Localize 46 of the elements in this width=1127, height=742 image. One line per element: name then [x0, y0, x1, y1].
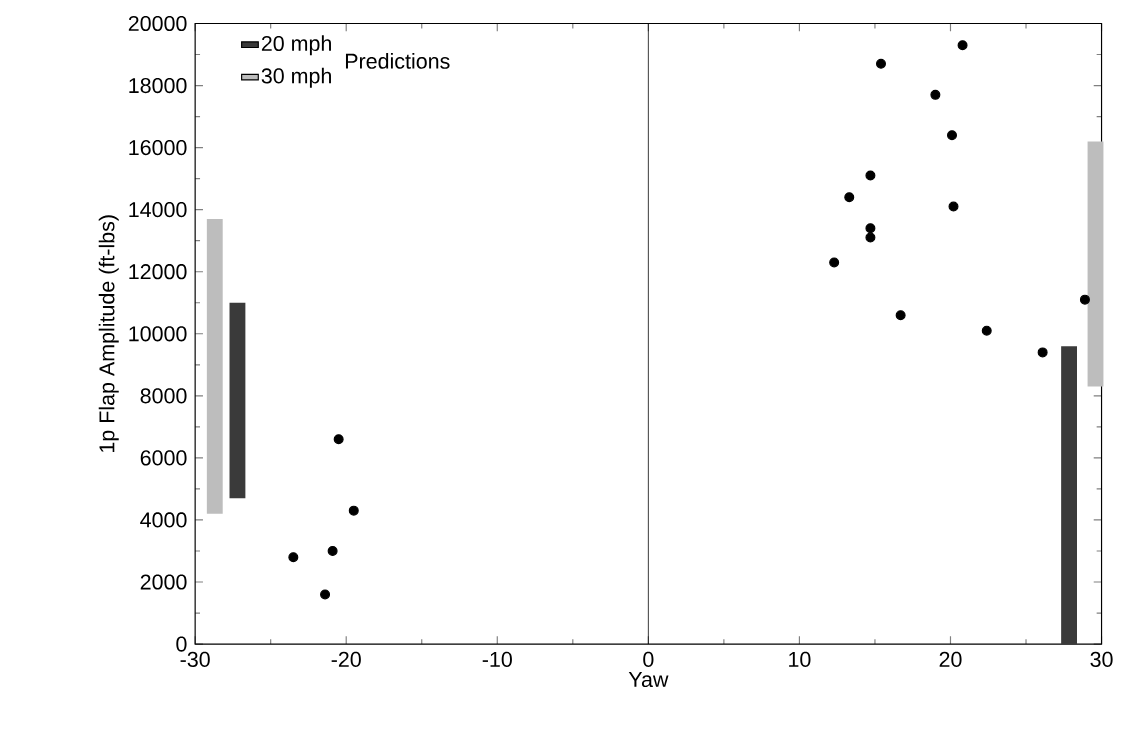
x-tick-label: -20: [331, 651, 361, 668]
x-tick-label: 0: [643, 651, 654, 668]
y-tick-label: 8000: [140, 388, 187, 404]
point: [947, 130, 957, 141]
y-tick-label: 10000: [129, 326, 187, 342]
x-tick-label: 30: [1090, 651, 1113, 668]
y-tick-label: 14000: [129, 202, 187, 218]
y-tick-label: 18000: [129, 77, 187, 94]
point: [865, 232, 876, 243]
point: [865, 223, 876, 234]
x-tick-label: -10: [482, 651, 512, 668]
point: [844, 192, 855, 203]
legend-label: 30 mph: [261, 67, 331, 88]
y-tick-label: 16000: [129, 140, 187, 156]
point: [1037, 347, 1048, 358]
y-tick-label: 6000: [140, 450, 187, 466]
point: [288, 552, 299, 563]
y-tick-label: 12000: [129, 264, 187, 280]
point: [327, 546, 338, 556]
point: [1079, 294, 1090, 305]
point: [876, 58, 886, 69]
point: [320, 589, 331, 600]
x-tick-label: 10: [789, 651, 811, 668]
point: [865, 170, 876, 181]
y-tick-label: 0: [176, 636, 187, 652]
x-axis-title: Yaw: [628, 672, 669, 688]
legend-label: 20 mph: [261, 35, 331, 56]
y-tick-label: 2000: [140, 574, 187, 590]
bar: [1087, 141, 1104, 387]
point: [829, 257, 840, 268]
point: [957, 40, 968, 51]
legend-title: Predictions: [345, 53, 450, 69]
point: [333, 434, 344, 445]
bar: [1061, 346, 1077, 645]
point: [948, 201, 959, 212]
bar: [229, 302, 246, 499]
bar: [206, 218, 223, 514]
point: [895, 310, 906, 321]
x-tick-label: 20: [939, 651, 962, 668]
point: [930, 89, 941, 100]
x-tick-label: -30: [180, 651, 210, 668]
y-tick-label: 4000: [140, 512, 187, 528]
y-axis-title: 1p Flap Amplitude (ft-lbs): [98, 215, 119, 452]
y-tick-label: 20000: [128, 15, 187, 32]
point: [981, 325, 992, 336]
point: [348, 505, 359, 516]
